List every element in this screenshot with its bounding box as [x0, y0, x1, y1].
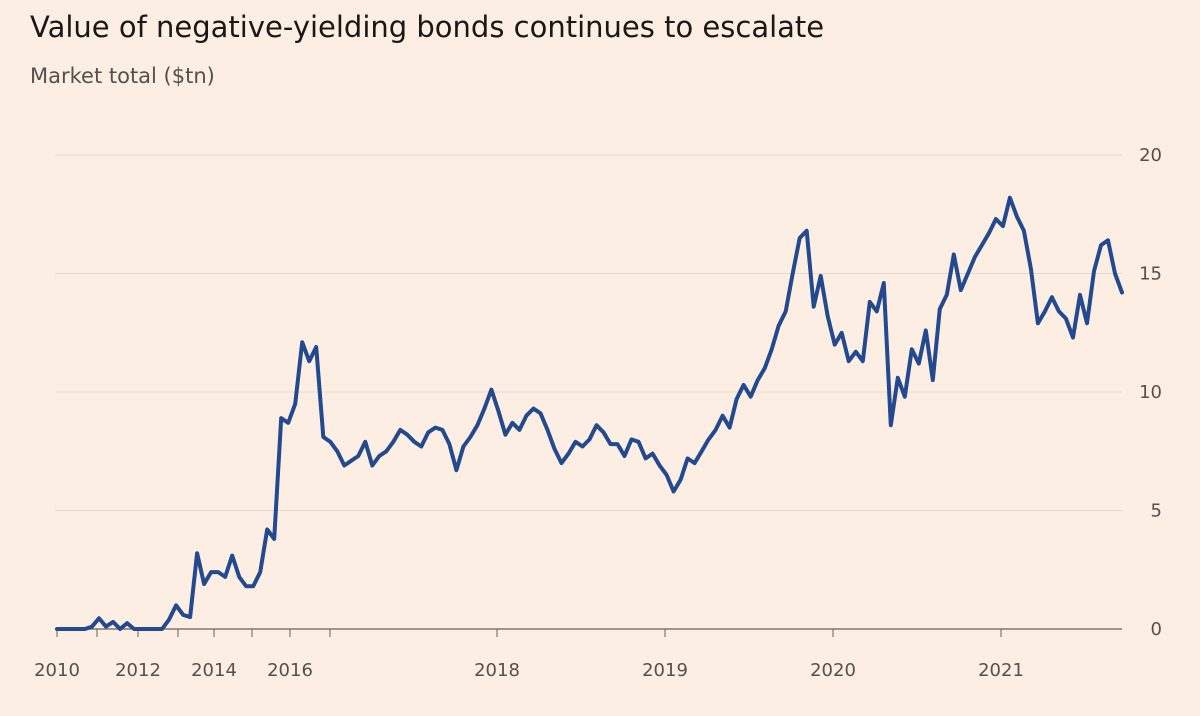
- x-tick-label-2021: 2021: [978, 660, 1024, 681]
- x-axis-ticks: 2010 2012 2014 2016 2018 2019 2020 2021: [34, 629, 1024, 681]
- x-tick-label-2016: 2016: [267, 660, 313, 681]
- y-tick-label-10: 10: [1139, 382, 1162, 403]
- y-tick-label-20: 20: [1139, 145, 1162, 166]
- chart-title: Value of negative-yielding bonds continu…: [30, 10, 825, 44]
- y-tick-label-15: 15: [1139, 264, 1162, 285]
- y-tick-label-0: 0: [1151, 619, 1162, 640]
- x-tick-label-2019: 2019: [642, 660, 688, 681]
- x-tick-label-2018: 2018: [474, 660, 520, 681]
- y-tick-label-5: 5: [1151, 501, 1162, 522]
- y-axis-ticks: 0 5 10 15 20: [1139, 145, 1162, 640]
- chart-subtitle: Market total ($tn): [30, 64, 215, 88]
- x-tick-label-2020: 2020: [810, 660, 856, 681]
- series-line: [55, 195, 1124, 631]
- gridlines: [55, 154, 1122, 630]
- series-layer: [55, 195, 1124, 631]
- x-tick-label-2012: 2012: [115, 660, 161, 681]
- x-tick-label-2014: 2014: [191, 660, 237, 681]
- x-tick-label-2010: 2010: [34, 660, 80, 681]
